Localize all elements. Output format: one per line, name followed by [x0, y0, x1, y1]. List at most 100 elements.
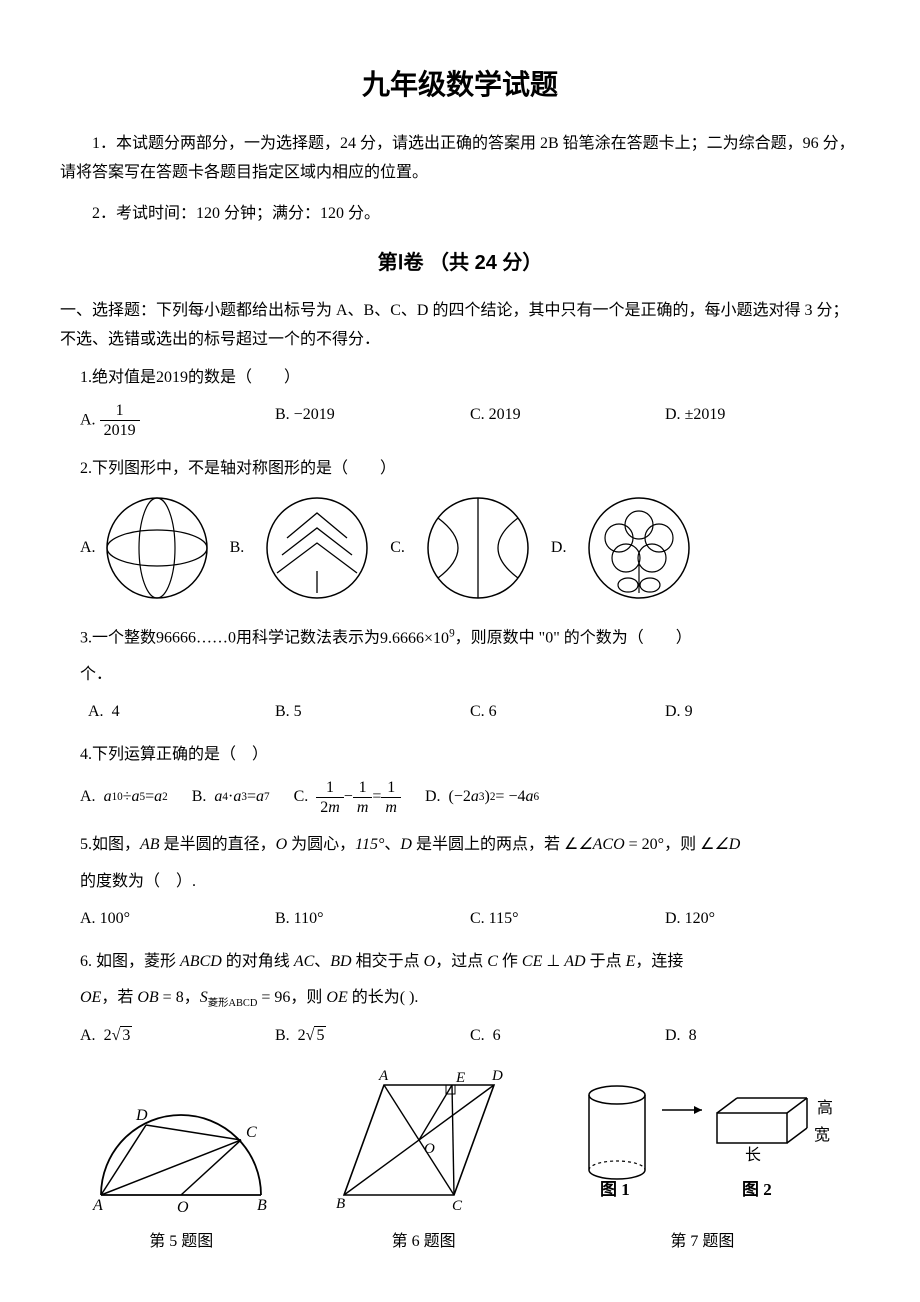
fig6-cap: 第 6 题图 [302, 1228, 544, 1257]
page-title: 九年级数学试题 [60, 60, 860, 110]
q4a-p3: a [154, 783, 162, 812]
q3-b-val: 5 [294, 703, 302, 720]
q5-e: ，则 [664, 836, 700, 853]
q2-lab-a: A. [80, 534, 96, 563]
q5-a: 5.如图， [80, 836, 140, 853]
q5-stem: 5.如图，AB 是半圆的直径，O 为圆心，115°、D 是半圆上的两点，若 ∠∠… [80, 831, 860, 860]
q1-a-num: 1 [100, 401, 140, 421]
q5-c: 为圆心， [287, 836, 355, 853]
q6-bd: BD [330, 953, 351, 970]
q4b-p1: a [214, 783, 222, 812]
q4a-p2: a [132, 783, 140, 812]
q3-unit: 个． [80, 661, 860, 690]
q3-d: 9.6666×10 [380, 630, 449, 647]
fig5-svg: A B O C D [81, 1085, 281, 1215]
q6-ac: AC [294, 953, 314, 970]
q6-ssub: 菱形ABCD [208, 999, 258, 1010]
fig5-cap: 第 5 题图 [60, 1228, 302, 1257]
q4c-md: m [353, 798, 373, 817]
q6-f: 于点 [586, 953, 626, 970]
svg-text:B: B [336, 1196, 345, 1212]
q3-b: 96666……0 [156, 630, 236, 647]
q2-fig-d [584, 493, 694, 603]
q4a-p1: a [104, 783, 112, 812]
q5-opt-b: B. 110° [275, 905, 470, 934]
svg-text:O: O [424, 1141, 435, 1157]
q6-e: 作 [498, 953, 522, 970]
q3-opt-b: B. 5 [275, 698, 470, 727]
q5-stem2: 的度数为（ ）. [80, 868, 860, 897]
q6-bpre: 2 [298, 1027, 306, 1044]
q5-angd: ∠D [714, 836, 740, 853]
q4-options: A. a10 ÷ a5 = a2 B. a4 · a3 = a7 C. 12m … [80, 778, 860, 817]
q4c-rn: 1 [381, 778, 401, 798]
q6-eq1: = 8 [159, 989, 184, 1006]
q5-angv: ∠ACO [578, 836, 624, 853]
q6-ad: AD [564, 953, 585, 970]
q4c-mn: 1 [353, 778, 373, 798]
q4c-rd: m [381, 798, 401, 817]
q5-bv: 110° [294, 910, 324, 927]
q5-opt-d: D. 120° [665, 905, 860, 934]
q3-opt-c: C. 6 [470, 698, 665, 727]
q6-a: 6. 如图，菱形 [80, 953, 180, 970]
fig6-svg: A D B C E O [324, 1065, 524, 1215]
part1-title: 第Ⅰ卷 （共 24 分） [60, 245, 860, 281]
q1-opt-c: C. 2019 [470, 401, 665, 440]
q6-ob: OB [137, 989, 158, 1006]
q1-opt-d: D. ±2019 [665, 401, 860, 440]
q6-perp: ⊥ [542, 953, 564, 970]
svg-text:D: D [491, 1068, 503, 1084]
q1-opt-a: A. 1 2019 [80, 401, 275, 440]
instruction-1: 1．本试题分两部分，一为选择题，24 分，请选出正确的答案用 2B 铅笔涂在答题… [60, 130, 860, 188]
q5-av: 100° [100, 910, 130, 927]
q3-opt-d: D. 9 [665, 698, 860, 727]
q1-stem: 1.绝对值是2019的数是（ ） [80, 364, 860, 393]
q1-d-val: ±2019 [685, 406, 726, 423]
q4-opt-d: D. (−2a3)2 = −4a6 [425, 778, 539, 817]
q6-c: 相交于点 [352, 953, 424, 970]
q6-o: O [424, 953, 436, 970]
q6-ept: E [626, 953, 636, 970]
q4a-op: ÷ [123, 783, 132, 812]
q6-options: A. 2√3 B. 2√5 C. 6 D. 8 [80, 1022, 860, 1051]
q5-options: A. 100° B. 110° C. 115° D. 120° [80, 905, 860, 934]
svg-text:高: 高 [817, 1099, 833, 1117]
svg-text:A: A [378, 1068, 389, 1084]
q4b-eq: = [247, 783, 256, 812]
figures-row: A B O C D 第 5 题图 A D B C E O 第 6 题图 [60, 1065, 860, 1257]
q4c-ln: 1 [316, 778, 344, 798]
q6-apre: 2 [104, 1027, 112, 1044]
q5-cpt: 115° [355, 836, 384, 853]
q6-sep: 、 [314, 953, 330, 970]
q1-options: A. 1 2019 B. −2019 C. 2019 D. ±2019 [80, 401, 860, 440]
q1-a-frac: 1 2019 [100, 401, 140, 440]
q1-opt-b: B. −2019 [275, 401, 470, 440]
q6-dv: 8 [689, 1027, 697, 1044]
svg-text:C: C [246, 1124, 257, 1141]
fig7-svg: 高 宽 长 图 1 图 2 [562, 1065, 842, 1215]
q4c-minus: − [344, 783, 353, 812]
q2-fig-a [102, 493, 212, 603]
q4d-rb: a [525, 783, 533, 812]
svg-text:图 1: 图 1 [600, 1180, 630, 1199]
q6-brad: 5 [314, 1026, 326, 1044]
q6-g: ，连接 [635, 953, 683, 970]
q2-lab-b: B. [230, 534, 245, 563]
q3-a-val: 4 [112, 703, 120, 720]
q6-stem: 6. 如图，菱形 ABCD 的对角线 AC、BD 相交于点 O，过点 C 作 C… [80, 948, 860, 977]
q5-cv: 115° [489, 910, 519, 927]
q5-ang: ∠∠ACO [564, 836, 625, 853]
q2-stem: 2.下列图形中，不是轴对称图形的是（ ） [80, 455, 860, 484]
svg-text:D: D [135, 1107, 148, 1124]
q6-j: 的长为( ). [348, 989, 419, 1006]
q1-prefix: 1.绝对值是 [80, 369, 156, 386]
q4-stem: 4.下列运算正确的是（ ） [80, 741, 860, 770]
q4d-b: a [471, 783, 479, 812]
q5-opt-c: C. 115° [470, 905, 665, 934]
q3-a: 3.一个整数 [80, 630, 156, 647]
q2-fig-c [423, 493, 533, 603]
svg-text:O: O [177, 1199, 189, 1215]
q6-i: ，则 [290, 989, 326, 1006]
q2-options: A. B. C. D. [80, 493, 860, 603]
